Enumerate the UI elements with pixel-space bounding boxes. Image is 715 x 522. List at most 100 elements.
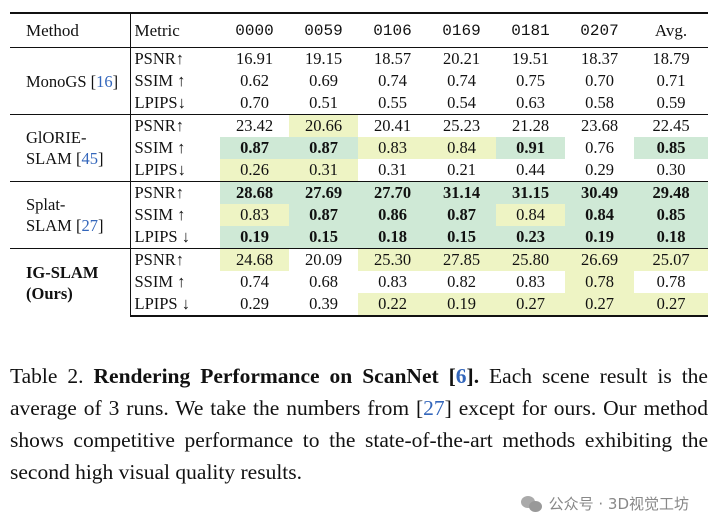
- value-cell: 0.83: [516, 272, 545, 291]
- value-cell: 0.83: [220, 204, 289, 226]
- value-cell: 31.15: [496, 181, 565, 204]
- value-cell: 27.85: [427, 248, 496, 271]
- metric-label: LPIPS ↓: [130, 293, 220, 317]
- metric-label: SSIM ↑: [134, 272, 186, 291]
- method-cell: GlORIE- SLAM [45]: [10, 114, 131, 182]
- value-cell: 0.70: [585, 71, 614, 90]
- metric-label: SSIM ↑: [134, 138, 186, 157]
- method-cite[interactable]: 16: [96, 71, 113, 91]
- method-cell: Splat- SLAM [27]: [10, 181, 131, 249]
- value-cell: 0.74: [378, 71, 407, 90]
- value-cell: 0.78: [656, 272, 686, 291]
- value-cell: 24.68: [220, 248, 289, 271]
- value-cell: 23.42: [220, 114, 289, 137]
- table-row: SSIM ↑ 0.83 0.87 0.86 0.87 0.84 0.84 0.85: [10, 204, 708, 226]
- caption-body-cite[interactable]: 27: [423, 396, 445, 420]
- metric-label: PSNR↑: [134, 49, 185, 68]
- value-cell: 0.26: [220, 159, 289, 182]
- value-cell: 0.87: [427, 204, 496, 226]
- value-cell: 0.44: [516, 160, 545, 179]
- value-cell: 29.48: [634, 181, 708, 204]
- table-row: SSIM ↑ 0.87 0.87 0.83 0.84 0.91 0.76 0.85: [10, 137, 708, 159]
- metric-label: PSNR↑: [130, 181, 220, 204]
- header-average: Avg.: [634, 12, 708, 48]
- value-cell: 25.80: [496, 248, 565, 271]
- watermark-text: 公众号 · 3D视觉工坊: [548, 495, 689, 513]
- value-cell: 0.19: [427, 293, 496, 317]
- value-cell: 0.84: [427, 137, 496, 159]
- value-cell: 0.39: [289, 293, 358, 317]
- value-cell: 0.15: [427, 226, 496, 249]
- method-cite[interactable]: 27: [81, 216, 98, 235]
- value-cell: 21.28: [496, 114, 565, 137]
- value-cell: 0.63: [516, 93, 545, 112]
- header-scene-0106: 0106: [358, 12, 427, 48]
- value-cell: 0.70: [240, 93, 269, 112]
- metric-label: LPIPS↓: [134, 160, 186, 179]
- value-cell: 19.51: [511, 49, 550, 68]
- metric-label: PSNR↑: [130, 114, 220, 137]
- value-cell: 0.22: [358, 293, 427, 317]
- value-cell: 0.71: [656, 71, 686, 90]
- value-cell: 16.91: [235, 49, 274, 68]
- table-row: MonoGS [16] PSNR↑ 16.91 19.15 18.57 20.21 19.5…: [10, 47, 708, 115]
- header-metric: Metric: [130, 12, 220, 48]
- value-cell: 0.27: [634, 293, 708, 317]
- value-cell: 0.18: [358, 226, 427, 249]
- value-cell: 20.21: [442, 49, 481, 68]
- value-cell: 0.86: [358, 204, 427, 226]
- caption-title-cite[interactable]: 6: [455, 364, 467, 388]
- method-cell: MonoGS [16]: [10, 47, 131, 115]
- value-cell: 0.18: [634, 226, 708, 249]
- method-name-line: GlORIE-: [26, 128, 87, 147]
- value-cell: 0.87: [289, 204, 358, 226]
- metric-label: PSNR↑: [130, 248, 220, 271]
- header-scene-0000: 0000: [220, 12, 289, 48]
- method-cite[interactable]: 45: [81, 149, 98, 168]
- value-cell: 25.07: [634, 248, 708, 271]
- wechat-icon: [520, 495, 543, 512]
- value-cell: 0.19: [220, 226, 289, 249]
- method-name-line: SLAM: [26, 149, 72, 168]
- value-cell: 0.91: [496, 137, 565, 159]
- value-cell: 19.15: [304, 49, 343, 68]
- value-cell: 0.83: [378, 272, 407, 291]
- value-cell: 0.62: [240, 71, 269, 90]
- metric-label: SSIM ↑: [134, 71, 186, 90]
- caption-title-end: ].: [466, 364, 480, 388]
- value-cell: 22.45: [634, 114, 708, 137]
- value-cell: 0.30: [656, 160, 686, 179]
- table-caption: Table 2. Rendering Performance on ScanNe…: [10, 360, 708, 488]
- value-cell: 0.84: [496, 204, 565, 226]
- value-cell: 0.58: [585, 93, 614, 112]
- value-cell: 31.14: [427, 181, 496, 204]
- value-cell: 20.66: [289, 114, 358, 137]
- method-name-line: (Ours): [26, 283, 73, 303]
- method-name-line: MonoGS: [26, 71, 87, 91]
- header-scene-0181: 0181: [496, 12, 565, 48]
- value-cell: 0.27: [565, 293, 634, 317]
- caption-label: Table 2.: [10, 364, 84, 388]
- method-name-line: SLAM: [26, 216, 72, 235]
- value-cell: 26.69: [565, 248, 634, 271]
- value-cell: 0.31: [289, 159, 358, 182]
- value-cell: 20.41: [358, 114, 427, 137]
- value-cell: 0.29: [585, 160, 614, 179]
- value-cell: 18.57: [373, 49, 412, 68]
- table-row: LPIPS ↓ 0.29 0.39 0.22 0.19 0.27 0.27 0.27: [10, 293, 708, 317]
- value-cell: 0.59: [656, 93, 686, 112]
- value-cell: 0.83: [358, 137, 427, 159]
- value-cell: 0.75: [516, 71, 545, 90]
- table-row: Splat- SLAM [27] PSNR↑ 28.68 27.69 27.70 31.14…: [10, 181, 708, 249]
- header-scene-0207: 0207: [565, 12, 634, 48]
- value-cell: 0.27: [496, 293, 565, 317]
- value-cell: 0.69: [309, 71, 338, 90]
- value-cell: 0.82: [447, 272, 476, 291]
- rendering-results-table: Method Metric 0000 0059 0106 0169 0181 0…: [10, 12, 708, 317]
- metric-label: LPIPS ↓: [134, 227, 190, 246]
- value-cell: 0.55: [378, 93, 407, 112]
- value-cell: 0.19: [565, 226, 634, 249]
- header-method: Method: [10, 12, 131, 48]
- value-cell: 0.51: [309, 93, 338, 112]
- header-scene-0169: 0169: [427, 12, 496, 48]
